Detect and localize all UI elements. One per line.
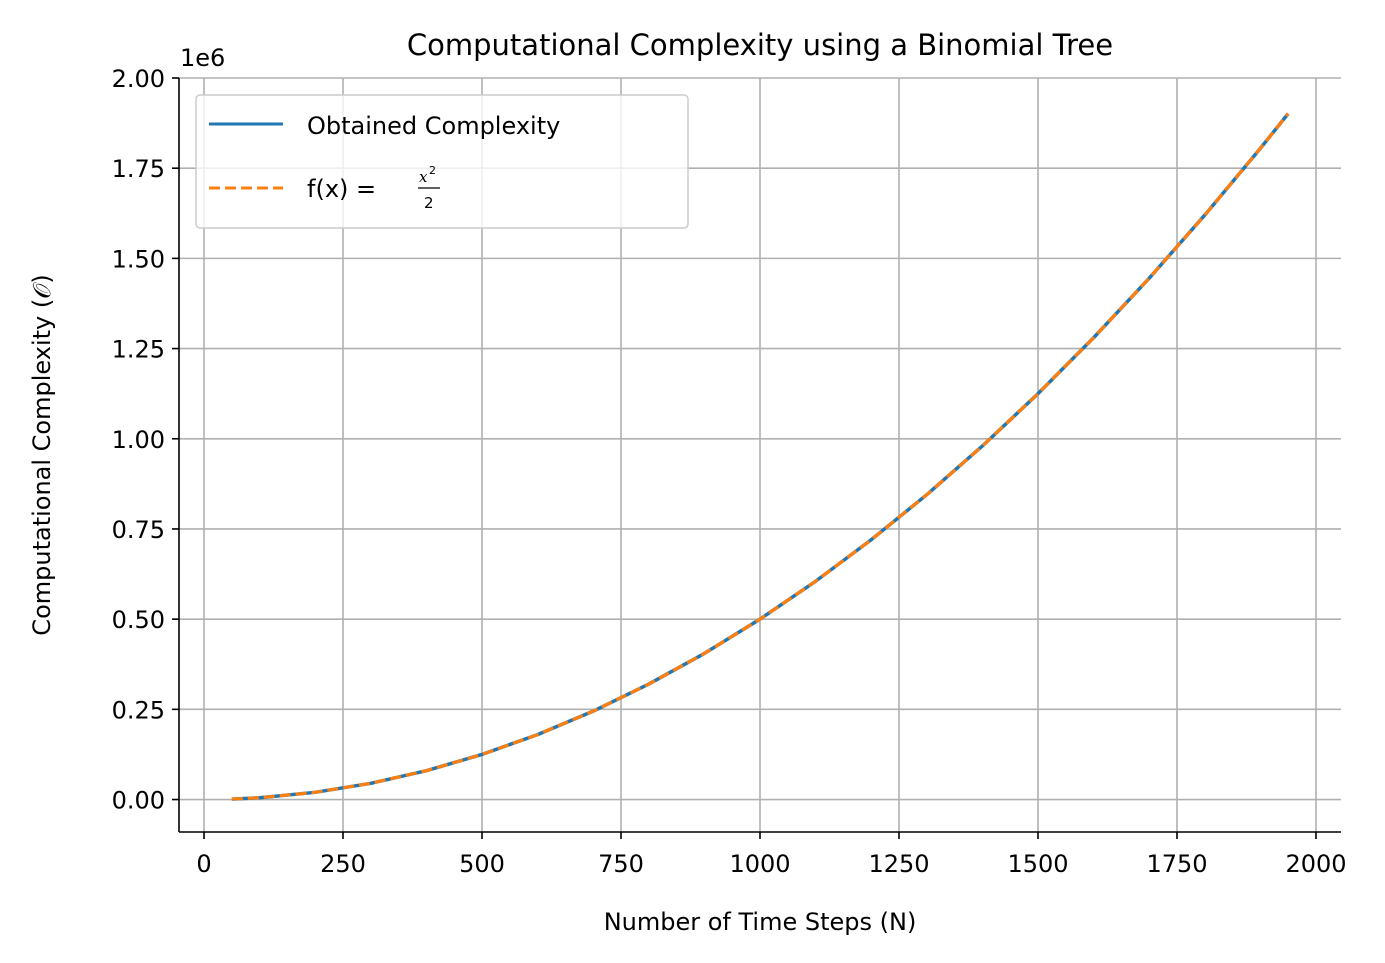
x-tick-label: 750	[598, 850, 644, 878]
legend-fraction: x 2 2	[418, 164, 440, 212]
x-tick-label: 250	[320, 850, 366, 878]
y-tick-label: 1.25	[112, 336, 165, 364]
frac-numerator: x	[419, 168, 428, 186]
legend: Obtained Complexity f(x) = x 2 2	[195, 94, 689, 229]
legend-label-fx: f(x) =	[307, 175, 384, 203]
grid-lines	[179, 77, 1341, 832]
series-layer	[231, 112, 1290, 801]
legend-label-obtained: Obtained Complexity	[307, 112, 560, 140]
y-tick-label: 1.75	[112, 155, 165, 183]
legend-frame	[195, 94, 689, 229]
frac-denominator: 2	[424, 194, 434, 212]
y-tick-label: 0.00	[112, 787, 165, 815]
series-line-1	[231, 112, 1290, 801]
y-axis-ticks: 0.00 0.25 0.50 0.75 1.00 1.25 1.50 1.75 2.00	[112, 65, 179, 815]
x-tick-label: 2000	[1285, 850, 1346, 878]
x-tick-label: 500	[459, 850, 505, 878]
x-tick-label: 0	[196, 850, 211, 878]
chart-title: Computational Complexity using a Binomia…	[407, 28, 1113, 62]
y-tick-label: 0.50	[112, 606, 165, 634]
y-offset-text: 1e6	[180, 44, 225, 72]
x-tick-label: 1750	[1146, 850, 1207, 878]
y-tick-label: 1.50	[112, 245, 165, 273]
y-tick-label: 0.75	[112, 516, 165, 544]
x-axis-label: Number of Time Steps (N)	[604, 908, 917, 936]
frac-exponent: 2	[429, 164, 436, 177]
y-tick-label: 1.00	[112, 426, 165, 454]
x-axis-ticks: 0 250 500 750 1000 1250 1500 1750 2000	[196, 832, 1347, 878]
x-tick-label: 1000	[729, 850, 790, 878]
y-tick-label: 2.00	[112, 65, 165, 93]
x-tick-label: 1250	[868, 850, 929, 878]
x-tick-label: 1500	[1007, 850, 1068, 878]
y-tick-label: 0.25	[112, 696, 165, 724]
y-axis-label: Computational Complexity (𝒪)	[28, 274, 56, 635]
